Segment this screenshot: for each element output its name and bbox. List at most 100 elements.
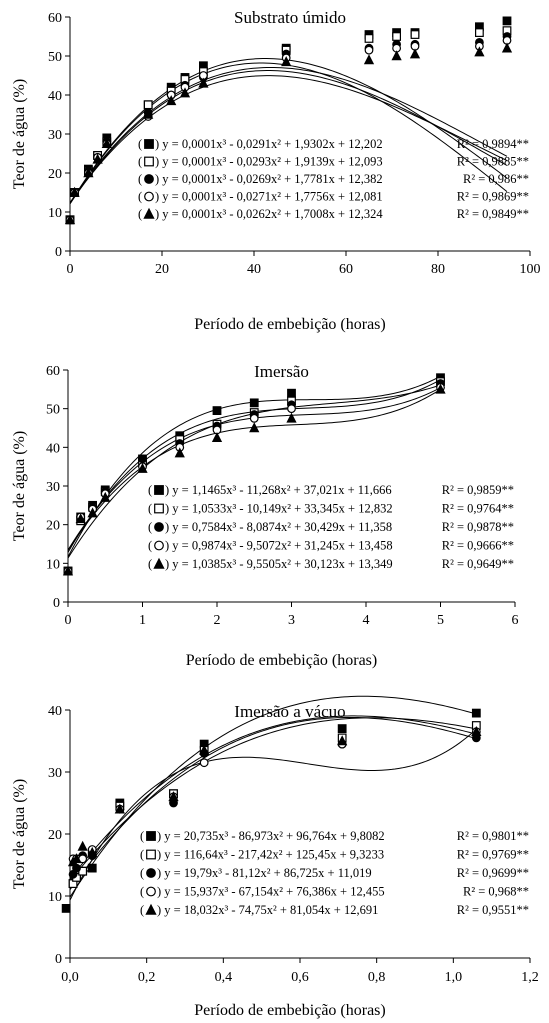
legend-paren-open: ( xyxy=(148,520,152,534)
legend-marker-series-4 xyxy=(154,540,164,551)
legend-marker-series-1 xyxy=(144,139,154,149)
x-tick-label: 1,0 xyxy=(445,970,463,985)
legend-marker-series-4 xyxy=(146,886,156,897)
data-point-series-2 xyxy=(364,34,374,43)
legend-equation-series-1: ) y = 1,1465x³ - 11,268x² + 37,021x + 11… xyxy=(165,483,392,497)
legend-paren-open: ( xyxy=(148,539,152,553)
legend-paren-open: ( xyxy=(148,502,152,516)
data-point-series-5 xyxy=(391,50,402,61)
legend-r2-series-4: R² = 0,9666** xyxy=(442,539,514,553)
legend-paren-open: ( xyxy=(138,155,142,169)
legend-r2-series-5: R² = 0,9551** xyxy=(457,903,529,917)
fit-curve-series-5 xyxy=(69,715,477,880)
data-point-series-5 xyxy=(174,447,185,458)
chart-panel-1: 0 10 20 30 40 50 60 0 20 40 60 80 100 Substrato úmido… xyxy=(11,8,541,333)
x-tick-label: 0 xyxy=(67,262,74,277)
legend-r2-series-1: R² = 0,9801** xyxy=(457,829,529,843)
legend-equation-series-4: ) y = 0,0001x³ - 0,0271x² + 1,7756x + 12… xyxy=(155,190,383,204)
legend-equation-series-1: ) y = 0,0001x³ - 0,0291x² + 1,9302x + 12… xyxy=(155,137,383,151)
data-point-series-5 xyxy=(69,186,80,197)
data-point-series-4 xyxy=(199,758,209,768)
x-tick-label: 2 xyxy=(214,613,221,628)
data-point-series-5 xyxy=(179,87,191,98)
data-point-series-5 xyxy=(87,846,98,857)
chart-title: Imersão xyxy=(254,362,309,381)
legend-paren-open: ( xyxy=(140,829,144,843)
data-point-series-5 xyxy=(471,726,482,736)
data-point-series-5 xyxy=(199,744,210,755)
x-tick-label: 0 xyxy=(65,613,72,628)
y-axis-label: Teor de água (%) xyxy=(11,779,28,889)
data-point-series-5 xyxy=(211,431,223,442)
y-tick-label: 20 xyxy=(46,519,60,534)
chart-panel-2: 0 10 20 30 40 50 60 0 1 2 3 4 5 6 Imersão Período de em… xyxy=(11,362,519,669)
legend-paren-open: ( xyxy=(138,172,142,186)
legend-paren-open: ( xyxy=(148,557,152,571)
legend-paren-open: ( xyxy=(140,866,144,880)
legend-marker-series-4 xyxy=(144,191,154,202)
x-tick-label: 80 xyxy=(431,262,445,277)
data-point-series-5 xyxy=(100,491,111,502)
data-point-series-5 xyxy=(92,153,103,164)
x-tick-label: 0,2 xyxy=(138,970,156,985)
data-point-series-1 xyxy=(337,724,347,733)
y-tick-label: 0 xyxy=(55,952,62,967)
y-tick-label: 0 xyxy=(55,245,62,260)
data-point-series-5 xyxy=(114,803,125,814)
data-point-series-1 xyxy=(287,388,296,398)
legend-paren-open: ( xyxy=(138,137,142,151)
legend-equation-series-5: ) y = 1,0385x³ - 9,5505x² + 30,123x + 13… xyxy=(165,557,393,571)
data-point-series-5 xyxy=(286,412,297,423)
x-tick-label: 0,4 xyxy=(215,970,233,985)
legend-r2-series-4: R² = 0,968** xyxy=(463,885,529,899)
data-point-series-5 xyxy=(168,791,179,802)
data-point-series-4 xyxy=(249,413,259,423)
x-tick-label: 3 xyxy=(288,613,295,628)
legend-r2-series-1: R² = 0,9894** xyxy=(457,137,529,151)
y-tick-label: 30 xyxy=(48,766,62,781)
legend-equation-series-1: ) y = 20,735x³ - 86,973x² + 96,764x + 9,… xyxy=(157,829,385,843)
legend-equation-series-3: ) y = 19,79x³ - 81,12x² + 86,725x + 11,0… xyxy=(157,866,372,880)
legend-marker-series-2 xyxy=(146,849,156,860)
legend-r2-series-5: R² = 0,9649** xyxy=(442,557,514,571)
fit-curve-series-5 xyxy=(69,75,508,204)
data-point-series-5 xyxy=(71,853,82,864)
data-point-series-5 xyxy=(62,565,74,576)
y-tick-label: 40 xyxy=(48,89,62,104)
x-tick-label: 1,2 xyxy=(521,970,539,985)
legend-marker-series-5 xyxy=(153,557,165,569)
data-point-series-5 xyxy=(281,56,292,67)
legend-r2-series-1: R² = 0,9859** xyxy=(442,483,514,497)
data-point-series-2 xyxy=(410,30,420,39)
legend-equation-series-3: ) y = 0,7584x³ - 8,0874x² + 30,429x + 11… xyxy=(165,520,392,534)
legend-marker-series-2 xyxy=(154,503,164,514)
x-tick-label: 0,0 xyxy=(61,970,79,985)
legend-r2-series-4: R² = 0,9869** xyxy=(457,190,529,204)
legend-paren-open: ( xyxy=(138,190,142,204)
x-tick-label: 100 xyxy=(520,262,541,277)
legend-equation-series-3: ) y = 0,0001x³ - 0,0269x² + 1,7781x + 12… xyxy=(155,172,383,186)
legend-marker-series-3 xyxy=(146,868,156,878)
x-tick-label: 1 xyxy=(139,613,146,628)
data-point-series-1 xyxy=(471,708,481,718)
fit-curve-series-4 xyxy=(69,717,477,882)
y-axis-label: Teor de água (%) xyxy=(11,79,28,189)
fit-curve-series-3 xyxy=(69,716,477,890)
legend-r2-series-3: R² = 0,9878** xyxy=(442,520,514,534)
legend-r2-series-3: R² = 0,986** xyxy=(463,172,529,186)
y-tick-label: 20 xyxy=(48,828,62,843)
y-tick-label: 50 xyxy=(48,50,62,65)
data-point-series-1 xyxy=(212,406,222,415)
y-tick-label: 60 xyxy=(48,11,62,26)
x-tick-label: 6 xyxy=(512,613,519,628)
legend-paren-open: ( xyxy=(148,483,152,497)
y-tick-label: 40 xyxy=(48,704,62,719)
chart-title: Substrato úmido xyxy=(234,8,346,27)
x-tick-label: 40 xyxy=(247,262,261,277)
data-point-series-5 xyxy=(77,840,88,851)
fit-curve-series-2 xyxy=(69,728,477,901)
data-point-series-5 xyxy=(409,48,421,59)
data-point-series-5 xyxy=(137,462,148,473)
x-tick-label: 0,6 xyxy=(291,970,309,985)
